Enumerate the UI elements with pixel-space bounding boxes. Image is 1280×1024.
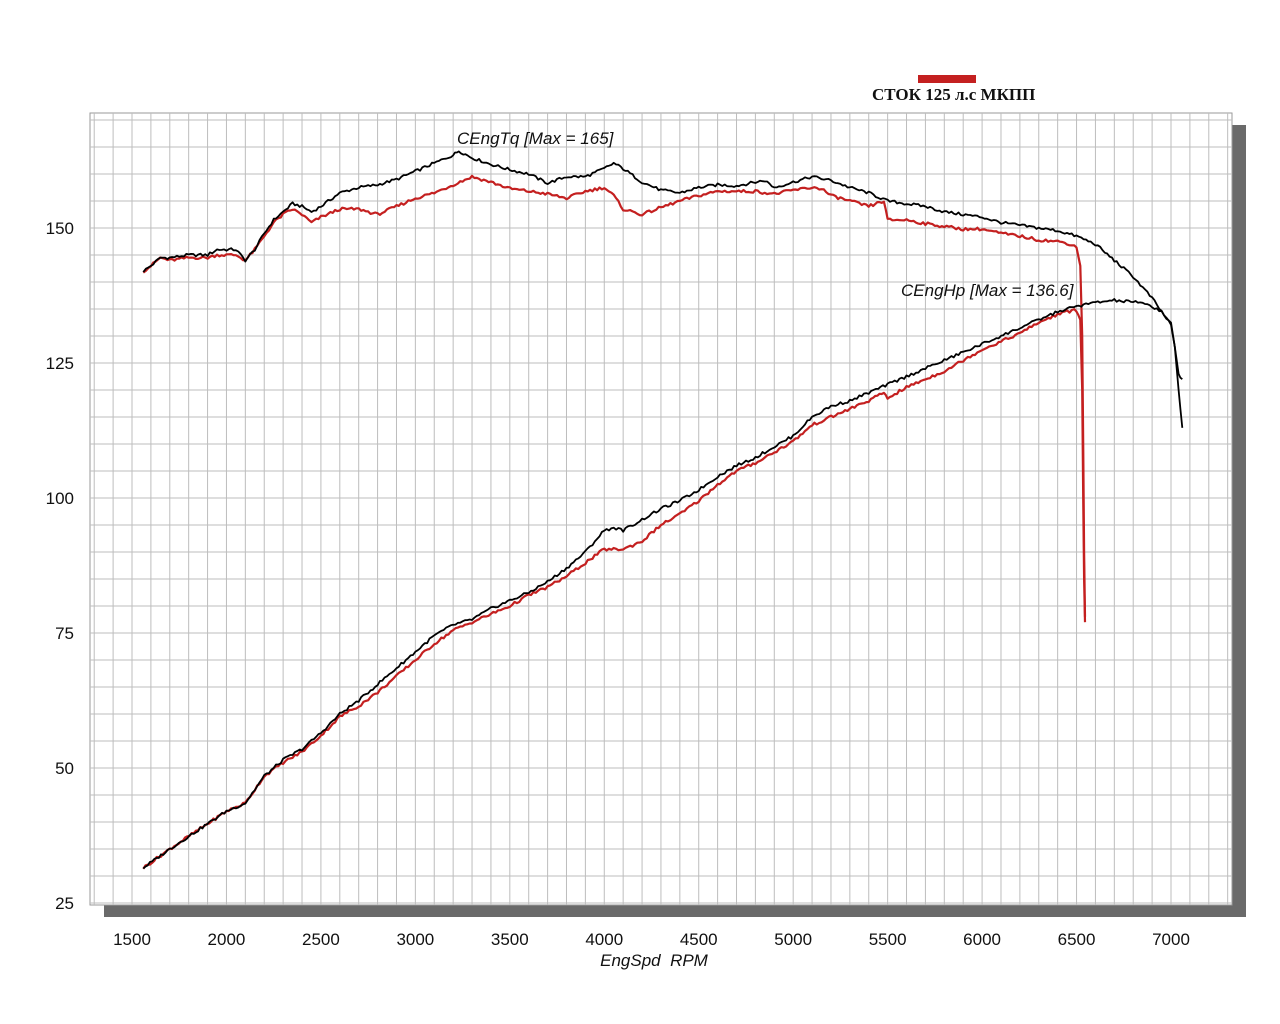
series-layer	[142, 150, 1184, 870]
y-tick-label: 50	[55, 759, 74, 778]
power-annotation: CEngHp [Max = 136.6]	[901, 281, 1075, 300]
y-tick-label: 125	[46, 354, 74, 373]
x-tick-label: 7000	[1152, 930, 1190, 949]
x-tick-label: 3000	[396, 930, 434, 949]
x-tick-label: 6000	[963, 930, 1001, 949]
series-line	[142, 150, 1183, 380]
x-axis-label: EngSpd RPM	[600, 951, 709, 970]
series-line	[142, 298, 1184, 870]
x-tick-label: 4000	[585, 930, 623, 949]
x-axis-ticks: 1500 2000 2500 3000 3500 4000 4500 5000 5500 6000…	[113, 930, 1190, 949]
x-tick-label: 3500	[491, 930, 529, 949]
y-tick-label: 25	[55, 894, 74, 913]
y-tick-label: 150	[46, 219, 74, 238]
series-line	[142, 308, 1087, 870]
x-tick-label: 2500	[302, 930, 340, 949]
y-axis-ticks: 25 50 75 100 125 150	[46, 219, 74, 913]
torque-annotation: CEngTq [Max = 165]	[457, 129, 615, 148]
series-line	[142, 174, 1087, 617]
x-tick-label: 4500	[680, 930, 718, 949]
y-tick-label: 100	[46, 489, 74, 508]
legend-label: СТОК 125 л.с МКПП	[872, 85, 1035, 104]
x-tick-label: 2000	[208, 930, 246, 949]
legend-swatch	[918, 75, 976, 83]
x-tick-label: 1500	[113, 930, 151, 949]
y-tick-label: 75	[55, 624, 74, 643]
x-tick-label: 5500	[869, 930, 907, 949]
x-tick-label: 6500	[1058, 930, 1096, 949]
x-tick-label: 5000	[774, 930, 812, 949]
